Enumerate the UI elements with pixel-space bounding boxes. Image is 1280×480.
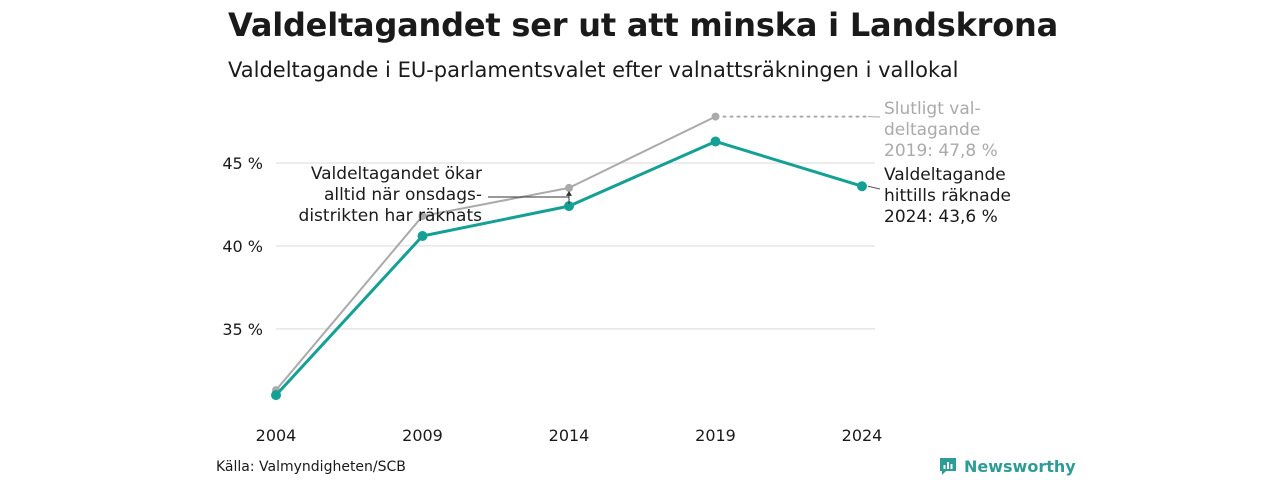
newsworthy-bar-chart-icon bbox=[940, 458, 956, 475]
series-preliminary-point bbox=[271, 390, 281, 401]
x-tick-label: 2004 bbox=[256, 426, 297, 445]
final-label-line: Slutligt val- bbox=[884, 99, 981, 119]
final-label: Slutligt val-deltagande 2019: 47,8 % bbox=[884, 99, 998, 161]
newsworthy-logo: Newsworthy bbox=[938, 456, 1076, 476]
prelim-label-line: 2024: 43,6 % bbox=[884, 207, 998, 227]
note-text-line: alltid när onsdags- bbox=[324, 185, 482, 205]
note-text: Valdeltagandet ökar alltid när onsdags-di… bbox=[299, 164, 483, 226]
series-final-line bbox=[275, 115, 716, 391]
note-arrow-head bbox=[566, 190, 572, 196]
y-tick-label: 45 % bbox=[222, 154, 263, 173]
y-tick-label: 35 % bbox=[222, 320, 263, 339]
final-label-line: 2019: 47,8 % bbox=[884, 141, 998, 161]
x-tick-label: 2009 bbox=[402, 426, 443, 445]
prelim-label: Valdeltagande hittills räknade 2024: 43,6 … bbox=[884, 165, 1011, 227]
note-text-line: distrikten har räknats bbox=[299, 206, 483, 226]
x-tick-label: 2024 bbox=[842, 426, 883, 445]
source-text: Källa: Valmyndigheten/SCB bbox=[216, 459, 406, 475]
x-tick-label: 2014 bbox=[549, 426, 590, 445]
prelim-label-line: hittills räknade bbox=[884, 186, 1011, 206]
chart-subtitle: Valdeltagande i EU-parlamentsvalet efter… bbox=[228, 58, 959, 82]
annotations: Slutligt val-deltagande 2019: 47,8 %Valde… bbox=[299, 99, 1011, 227]
series-final-point bbox=[711, 112, 720, 121]
chart-title: Valdeltagandet ser ut att minska i Lands… bbox=[228, 6, 1059, 44]
prelim-leader bbox=[867, 185, 881, 190]
series-preliminary-point bbox=[564, 201, 574, 212]
series-final-point bbox=[418, 212, 427, 221]
grid-lines bbox=[276, 162, 875, 330]
series-preliminary-point bbox=[417, 230, 428, 241]
logo-text: Newsworthy bbox=[964, 456, 1076, 476]
final-label-line: deltagande bbox=[884, 120, 980, 140]
x-axis: 2004 2009 2014 2019 2024 bbox=[256, 426, 883, 445]
prelim-label-line: Valdeltagande bbox=[884, 165, 1006, 185]
note-text-line: Valdeltagandet ökar bbox=[311, 164, 482, 184]
y-axis: 35 % 40 % 45 % bbox=[222, 154, 263, 339]
series-final-point bbox=[565, 183, 573, 192]
x-tick-label: 2019 bbox=[695, 426, 736, 445]
series-preliminary-point bbox=[710, 136, 721, 147]
series-preliminary-point bbox=[857, 181, 867, 192]
y-tick-label: 40 % bbox=[222, 237, 263, 256]
series-lines bbox=[271, 112, 867, 401]
